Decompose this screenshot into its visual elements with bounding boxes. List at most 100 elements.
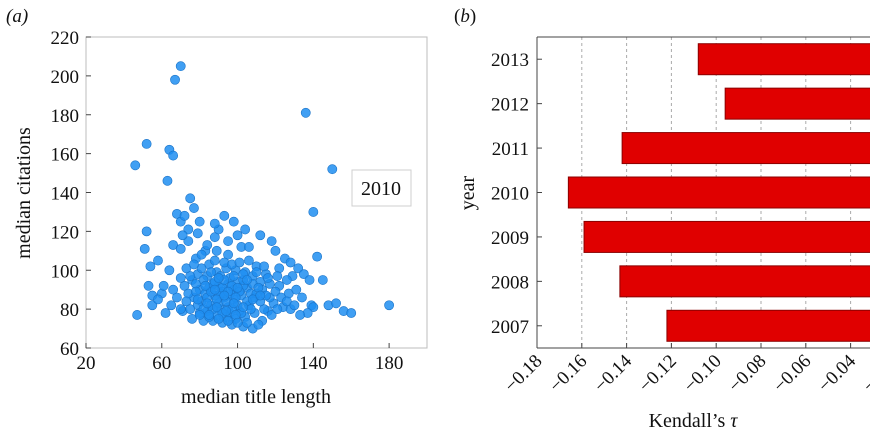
scatter-point	[166, 300, 177, 311]
scatter-point	[223, 236, 233, 246]
scatter-point	[244, 255, 254, 266]
scatter-y-tick-label: 220	[51, 28, 80, 49]
bar-y-tick-label: 2012	[491, 95, 529, 116]
bar-x-tick-label: −0.08	[725, 351, 771, 397]
bar-x-tick-label: −0.04	[814, 350, 860, 396]
scatter-point	[238, 302, 249, 313]
scatter-point	[242, 275, 252, 285]
scatter-x-tick-label: 100	[223, 353, 252, 374]
scatter-point	[232, 230, 243, 241]
scatter-point	[145, 261, 156, 272]
scatter-point	[209, 218, 220, 229]
bar-y-axis-label: year	[457, 175, 479, 210]
scatter-point	[384, 300, 395, 311]
scatter-point	[232, 282, 243, 293]
scatter-point	[253, 319, 264, 330]
scatter-point	[175, 243, 186, 254]
scatter-point	[232, 317, 243, 328]
scatter-point	[211, 245, 222, 256]
scatter-y-tick-label: 160	[51, 145, 80, 166]
bar-2013	[697, 43, 870, 76]
bar-x-tick-label: −0.18	[501, 351, 547, 397]
scatter-point	[285, 257, 296, 268]
scatter-point	[160, 308, 171, 318]
bar-x-axis-label-text: Kendall’s	[649, 410, 726, 432]
scatter-point	[153, 255, 163, 266]
bar-x-axis-tau: τ	[730, 410, 738, 432]
scatter-point	[327, 164, 338, 175]
year-annotation: 2010	[361, 178, 401, 200]
scatter-point	[141, 139, 152, 149]
bar-2010	[567, 176, 870, 209]
bar-y-tick-label: 2011	[492, 139, 529, 160]
bar-x-tick-label: −0.10	[680, 351, 726, 397]
scatter-y-tick-label: 140	[51, 184, 80, 205]
year-annotation-box	[351, 169, 412, 207]
scatter-point	[179, 280, 190, 291]
scatter-point	[262, 273, 273, 283]
scatter-point	[289, 300, 300, 311]
scatter-point	[185, 304, 196, 315]
scatter-point	[200, 280, 211, 291]
scatter-y-ticks: 60 80 100 120 140 160 180 200 220	[51, 28, 91, 360]
scatter-point	[255, 290, 266, 301]
scatter-point	[312, 251, 323, 262]
scatter-point	[185, 271, 196, 281]
bar-y-ticks: 2007 2008 2009 2010 2011 2012 2013	[491, 50, 542, 338]
panel-a-label: (a)	[6, 6, 28, 27]
bar-y-tick-label: 2007	[491, 317, 529, 338]
scatter-point	[172, 292, 182, 303]
scatter-point	[175, 273, 186, 283]
scatter-point	[244, 242, 254, 252]
scatter-point	[251, 267, 262, 278]
scatter-point	[213, 313, 224, 324]
scatter-point	[168, 150, 179, 161]
scatter-x-tick-label: 20	[77, 353, 96, 374]
scatter-point	[213, 273, 224, 283]
bar-x-ticks: −0.18−0.16−0.14−0.12−0.10−0.08−0.06−0.04…	[501, 343, 870, 397]
scatter-point	[164, 265, 175, 276]
scatter-x-axis-label: median title length	[181, 386, 331, 408]
bar-x-tick-label: −0.16	[545, 351, 591, 397]
bar-y-tick-label: 2010	[491, 184, 529, 205]
bar-y-tick-label: 2009	[491, 228, 529, 249]
scatter-point	[206, 267, 216, 278]
scatter-point	[272, 271, 283, 281]
bar-x-axis-label: Kendall’s τ	[649, 410, 739, 432]
scatter-point	[175, 304, 186, 315]
panel-b-label: (b)	[454, 6, 476, 27]
scatter-point	[259, 304, 269, 315]
bar-y-tick-label: 2008	[491, 272, 529, 293]
scatter-point	[223, 315, 233, 326]
scatter-point	[209, 255, 220, 266]
bar-rects	[567, 43, 870, 342]
bar-2007	[666, 309, 870, 342]
scatter-y-tick-label: 200	[51, 67, 80, 88]
bar-2008	[619, 265, 870, 298]
scatter-point	[202, 298, 213, 309]
scatter-point	[185, 193, 196, 204]
scatter-x-ticks: 20 60 100 140 180	[77, 343, 404, 374]
scatter-point	[346, 308, 357, 318]
scatter-point	[141, 226, 152, 237]
scatter-y-tick-label: 120	[51, 222, 80, 243]
scatter-x-tick-label: 180	[375, 353, 404, 374]
scatter-y-axis-label: median citations	[13, 127, 35, 259]
bar-x-tick-label: −0.06	[769, 351, 815, 397]
scatter-x-tick-label: 140	[299, 353, 328, 374]
scatter-point	[270, 245, 281, 256]
bar-x-tick-label: −0.12	[635, 351, 681, 397]
scatter-point	[242, 317, 252, 328]
scatter-point	[219, 290, 230, 301]
scatter-point	[175, 61, 186, 72]
scatter-point	[297, 292, 307, 303]
scatter-point	[331, 298, 341, 309]
scatter-point	[153, 294, 163, 305]
scatter-point	[223, 249, 233, 260]
scatter-point	[130, 160, 141, 171]
scatter-point	[139, 243, 150, 254]
bar-x-tick-label: −0.02	[859, 351, 870, 397]
scatter-point	[259, 261, 269, 272]
